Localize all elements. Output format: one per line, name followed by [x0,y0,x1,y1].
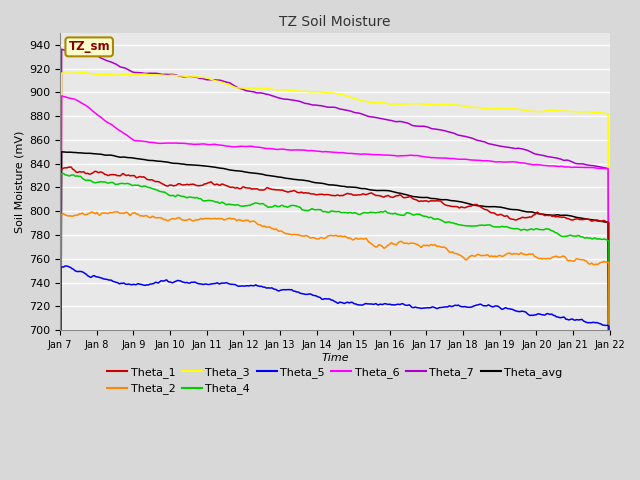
Text: TZ_sm: TZ_sm [68,40,110,53]
X-axis label: Time: Time [321,353,349,363]
Y-axis label: Soil Moisture (mV): Soil Moisture (mV) [15,131,25,233]
Legend: Theta_1, Theta_2, Theta_3, Theta_4, Theta_5, Theta_6, Theta_7, Theta_avg: Theta_1, Theta_2, Theta_3, Theta_4, Thet… [103,363,567,399]
Title: TZ Soil Moisture: TZ Soil Moisture [279,15,390,29]
